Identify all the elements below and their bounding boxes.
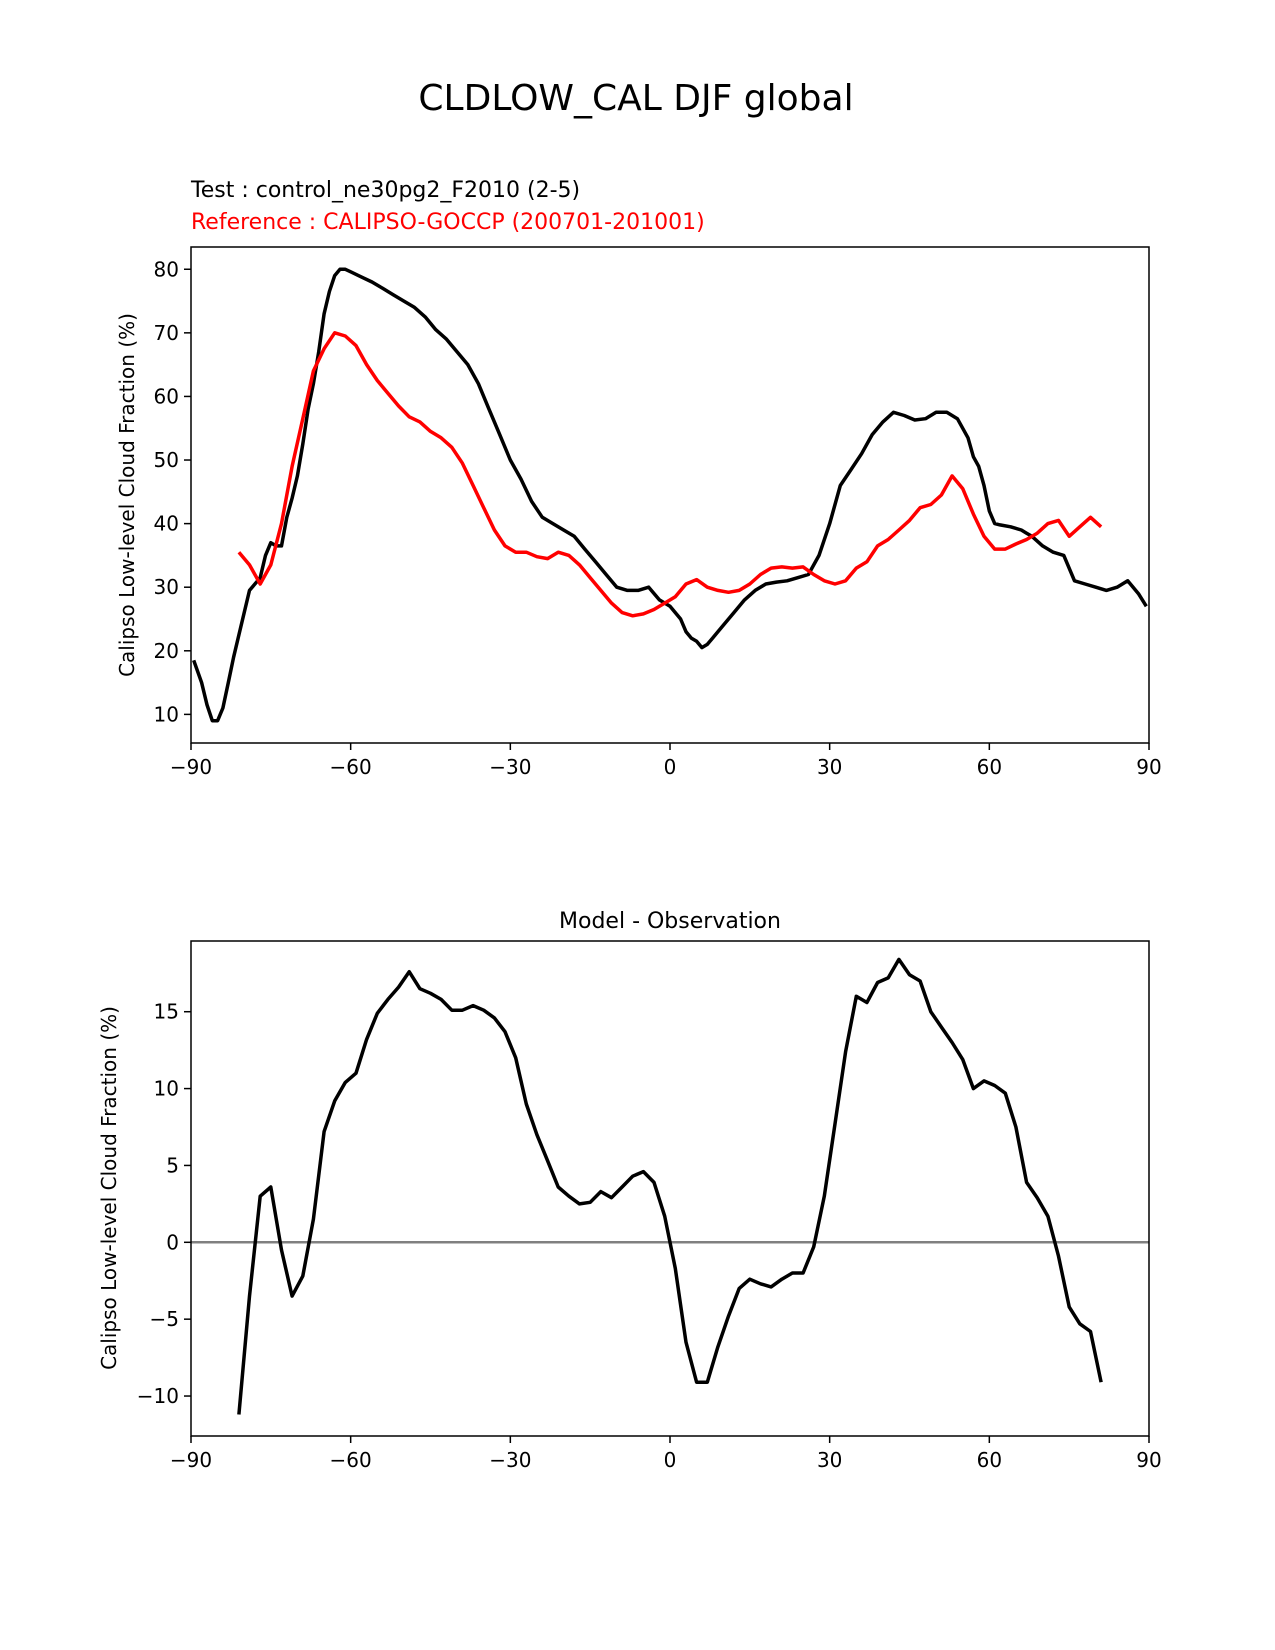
difference-title: Model - Observation [559, 909, 781, 934]
top-y-tick-label: 70 [154, 321, 179, 345]
bottom-x-tick-label: 90 [1136, 1448, 1161, 1472]
bottom-series [191, 957, 1149, 1415]
top-x-tick-label: 0 [664, 755, 677, 779]
top-axis-ticks: −90 −60 −30 0 30 60 90 10 20 30 40 50 60 70 80 [154, 257, 1162, 779]
difference-chart: Model - Observation Calipso Low-level Cl… [97, 909, 1162, 1472]
top-y-tick-label: 80 [154, 257, 179, 281]
bottom-x-tick-label: 60 [977, 1448, 1002, 1472]
bottom-y-tick-label: −5 [150, 1307, 179, 1331]
top-x-tick-label: 30 [817, 755, 842, 779]
top-x-tick-label: −90 [170, 755, 212, 779]
reference-series-line [237, 331, 1103, 618]
bottom-x-tick-label: 0 [664, 1448, 677, 1472]
bottom-x-tick-label: −60 [330, 1448, 372, 1472]
figure-title: CLDLOW_CAL DJF global [418, 78, 853, 119]
top-y-axis-label: Calipso Low-level Cloud Fraction (%) [115, 313, 139, 677]
bottom-y-tick-label: 15 [154, 1000, 179, 1024]
reference-label: Reference : CALIPSO-GOCCP (200701-201001… [191, 210, 705, 235]
top-y-tick-label: 60 [154, 384, 179, 408]
top-x-tick-label: 90 [1136, 755, 1161, 779]
top-y-tick-label: 20 [154, 639, 179, 663]
bottom-plot-frame [190, 940, 1150, 1437]
test-label: Test : control_ne30pg2_F2010 (2-5) [190, 178, 580, 203]
bottom-x-tick-label: −90 [170, 1448, 212, 1472]
bottom-y-axis-label: Calipso Low-level Cloud Fraction (%) [97, 1006, 121, 1370]
bottom-y-tick-label: 0 [166, 1230, 179, 1254]
bottom-y-tick-label: −10 [137, 1384, 179, 1408]
bottom-axis-ticks: −90 −60 −30 0 30 60 90 −10 −5 0 5 10 15 [137, 1000, 1162, 1472]
top-x-tick-label: −30 [489, 755, 531, 779]
top-x-tick-label: −60 [330, 755, 372, 779]
top-series [192, 267, 1148, 723]
bottom-x-tick-label: −30 [489, 1448, 531, 1472]
top-y-tick-label: 30 [154, 575, 179, 599]
bottom-y-tick-label: 5 [166, 1153, 179, 1177]
zonal-mean-chart: Test : control_ne30pg2_F2010 (2-5) Refer… [115, 178, 1162, 779]
top-y-tick-label: 10 [154, 702, 179, 726]
top-y-tick-label: 50 [154, 448, 179, 472]
bottom-y-tick-label: 10 [154, 1077, 179, 1101]
test-series-line [192, 267, 1148, 723]
top-y-tick-label: 40 [154, 512, 179, 536]
bottom-x-tick-label: 30 [817, 1448, 842, 1472]
top-plot-frame [190, 246, 1150, 744]
top-x-tick-label: 60 [977, 755, 1002, 779]
difference-series-line [237, 957, 1103, 1415]
